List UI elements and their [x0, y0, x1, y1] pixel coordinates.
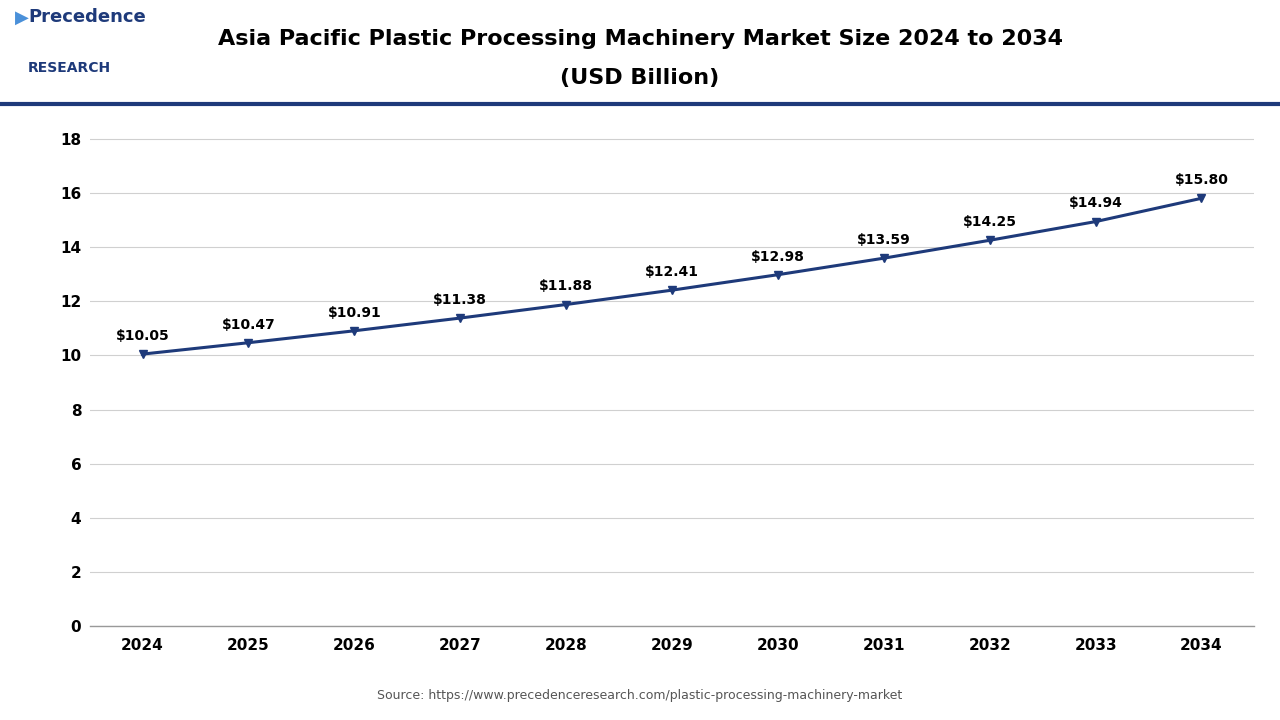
Text: $10.05: $10.05 — [115, 329, 169, 343]
Text: $12.41: $12.41 — [645, 265, 699, 279]
Text: Asia Pacific Plastic Processing Machinery Market Size 2024 to 2034: Asia Pacific Plastic Processing Machiner… — [218, 30, 1062, 49]
Text: Source: https://www.precedenceresearch.com/plastic-processing-machinery-market: Source: https://www.precedenceresearch.c… — [378, 689, 902, 702]
Text: $12.98: $12.98 — [751, 250, 805, 264]
Text: RESEARCH: RESEARCH — [28, 60, 111, 75]
Text: (USD Billion): (USD Billion) — [561, 68, 719, 88]
Text: $10.47: $10.47 — [221, 318, 275, 332]
Text: $13.59: $13.59 — [856, 233, 910, 247]
Text: Precedence: Precedence — [28, 9, 146, 27]
Text: $11.38: $11.38 — [434, 293, 488, 307]
Text: $14.94: $14.94 — [1069, 197, 1123, 210]
Text: $10.91: $10.91 — [328, 306, 381, 320]
Text: $11.88: $11.88 — [539, 279, 593, 294]
Text: $14.25: $14.25 — [963, 215, 1016, 229]
Text: ▶: ▶ — [15, 9, 29, 27]
Text: $15.80: $15.80 — [1175, 174, 1229, 187]
